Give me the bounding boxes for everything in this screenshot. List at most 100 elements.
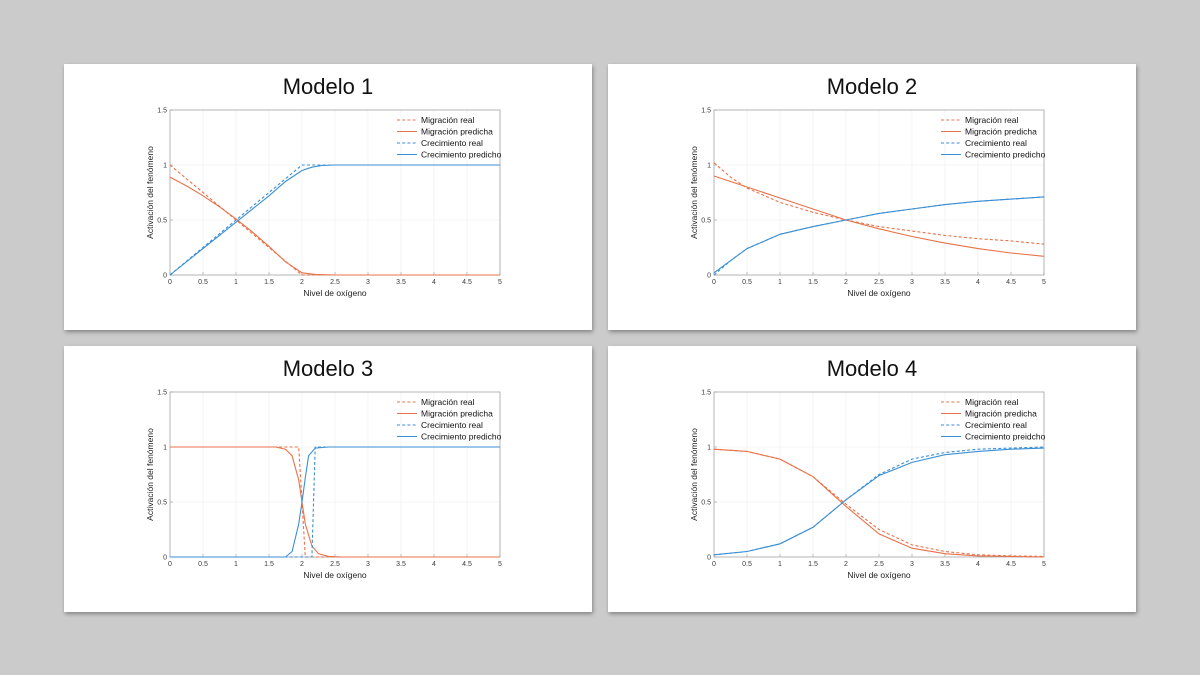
chart-title: Modelo 1: [282, 74, 374, 99]
line-chart-modelo-2: 0 0.5 1 1.5 2 2.5 3 3.5 4 4.5 5 0 0.5 1 1.5 Nivel de ox…: [689, 108, 1046, 299]
line-chart-modelo-1: 0 0.5 1 1.5 2 2.5 3 3.5 4 4.5 5 0 0.5 1 1.5 Nivel de ox…: [145, 108, 502, 299]
legend-entry: Migración real: [421, 397, 474, 407]
series-line-2: [169, 176, 500, 276]
legend-entry: Migración predicha: [421, 127, 493, 137]
x-tick-label: 1.5: [264, 561, 274, 568]
x-tick-label: 1: [234, 279, 238, 286]
y-tick-label: 0: [707, 273, 711, 280]
y-tick-label: 0.5: [701, 500, 711, 507]
x-tick-label: 2.5: [330, 279, 340, 286]
x-tick-label: 3: [366, 561, 370, 568]
legend-entry: Migración predicha: [421, 409, 493, 419]
x-tick-label: 5: [498, 561, 502, 568]
x-tick-label: 2: [844, 561, 848, 568]
y-tick-label: 0: [707, 555, 711, 562]
series-line-2: [170, 446, 500, 558]
x-tick-label: 2: [844, 279, 848, 286]
y-tick-label: 1.5: [157, 108, 167, 115]
x-tick-label: 1: [778, 279, 782, 286]
x-tick-label: 1.5: [808, 561, 818, 568]
y-axis-label: Activación del fenómeno: [689, 428, 699, 521]
chart-panel-modelo-3: Modelo 3 0 0.5 1 1.5 2 2.5 3 3.5 4 4.5 5 0 0.5 1 1.5 Ni…: [64, 346, 592, 612]
series-line-4: [170, 446, 500, 558]
y-tick-label: 1: [707, 445, 711, 452]
legend-entry: Crecimiento predicho: [965, 150, 1046, 160]
x-tick-label: 3: [910, 279, 914, 286]
series-line-2: [713, 448, 1045, 558]
y-tick-label: 0.5: [157, 218, 167, 225]
chart-title: Modelo 3: [282, 356, 374, 381]
legend-entry: Crecimiento preidcho: [965, 432, 1046, 442]
chart-panel-modelo-4: Modelo 4 0 0.5 1 1.5 2 2.5 3 3.5 4 4.5 5 0 0.5 1 1.5 Ni…: [608, 346, 1136, 612]
x-tick-label: 0.5: [198, 561, 208, 568]
x-tick-label: 4: [432, 561, 436, 568]
x-tick-label: 3.5: [396, 279, 406, 286]
legend-entry: Migración predicha: [965, 127, 1037, 137]
x-tick-label: 3.5: [940, 561, 950, 568]
chart-title: Modelo 2: [826, 74, 918, 99]
x-tick-label: 2.5: [874, 279, 884, 286]
x-tick-label: 4: [432, 279, 436, 286]
y-tick-label: 0.5: [157, 500, 167, 507]
y-tick-label: 1.5: [701, 108, 711, 115]
y-tick-label: 0: [163, 555, 167, 562]
y-tick-label: 0.5: [701, 218, 711, 225]
legend-entry: Crecimiento real: [965, 420, 1027, 430]
x-tick-label: 0: [168, 561, 172, 568]
x-tick-label: 2: [300, 561, 304, 568]
y-axis-label: Activación del fenómeno: [145, 428, 155, 521]
x-tick-label: 1: [234, 561, 238, 568]
legend-entry: Crecimiento real: [421, 420, 483, 430]
x-tick-label: 2.5: [330, 561, 340, 568]
x-tick-label: 1.5: [264, 279, 274, 286]
x-axis-label: Nivel de oxígeno: [847, 288, 911, 298]
series-line-1: [713, 448, 1045, 557]
x-axis-label: Nivel de oxígeno: [303, 288, 367, 298]
legend-entry: Migración predicha: [965, 409, 1037, 419]
x-tick-label: 0.5: [198, 279, 208, 286]
y-axis-label: Activación del fenómeno: [689, 146, 699, 239]
x-tick-label: 5: [1042, 561, 1046, 568]
x-tick-label: 3.5: [940, 279, 950, 286]
x-tick-label: 4: [976, 561, 980, 568]
legend-entry: Migración real: [421, 115, 474, 125]
chart-panel-modelo-2: Modelo 2 0 0.5 1 1.5 2 2.5 3 3.5 4 4.5 5 0 0.5 1 1.5 Ni…: [608, 64, 1136, 330]
y-tick-label: 1: [163, 163, 167, 170]
x-tick-label: 4.5: [1006, 561, 1016, 568]
x-tick-label: 5: [498, 279, 502, 286]
legend-entry: Crecimiento predicho: [421, 432, 502, 442]
chart-panel-modelo-1: Modelo 1 0 0.5 1 1.5 2 2.5 3 3.5 4 4.5 5 0 0.5 1 1.5 Ni…: [64, 64, 592, 330]
y-tick-label: 1.5: [157, 390, 167, 397]
y-tick-label: 1: [707, 163, 711, 170]
series-line-2: [713, 175, 1045, 257]
x-axis-label: Nivel de oxígeno: [847, 570, 911, 580]
series-line-3: [713, 446, 1045, 556]
y-tick-label: 1.5: [701, 390, 711, 397]
x-tick-label: 5: [1042, 279, 1046, 286]
x-tick-label: 0: [168, 279, 172, 286]
legend-entry: Crecimiento predicho: [421, 150, 502, 160]
legend-entry: Crecimiento real: [965, 138, 1027, 148]
x-axis-label: Nivel de oxígeno: [303, 570, 367, 580]
x-tick-label: 0.5: [742, 279, 752, 286]
chart-title: Modelo 4: [826, 356, 918, 381]
legend-entry: Migración real: [965, 397, 1018, 407]
legend-entry: Migración real: [965, 115, 1018, 125]
x-tick-label: 0.5: [742, 561, 752, 568]
x-tick-label: 2: [300, 279, 304, 286]
x-tick-label: 3: [910, 561, 914, 568]
series-line-4: [713, 447, 1045, 556]
y-axis-label: Activación del fenómeno: [145, 146, 155, 239]
x-tick-label: 3: [366, 279, 370, 286]
legend-entry: Crecimiento real: [421, 138, 483, 148]
x-tick-label: 4: [976, 279, 980, 286]
x-tick-label: 1: [778, 561, 782, 568]
y-tick-label: 1: [163, 445, 167, 452]
line-chart-modelo-3: 0 0.5 1 1.5 2 2.5 3 3.5 4 4.5 5 0 0.5 1 1.5 Nivel de ox…: [145, 390, 502, 581]
x-tick-label: 1.5: [808, 279, 818, 286]
series-line-4: [713, 196, 1045, 274]
plot-frame: [713, 109, 1045, 276]
line-chart-modelo-4: 0 0.5 1 1.5 2 2.5 3 3.5 4 4.5 5 0 0.5 1 1.5 Nivel de ox…: [689, 390, 1046, 581]
x-tick-label: 3.5: [396, 561, 406, 568]
x-tick-label: 2.5: [874, 561, 884, 568]
